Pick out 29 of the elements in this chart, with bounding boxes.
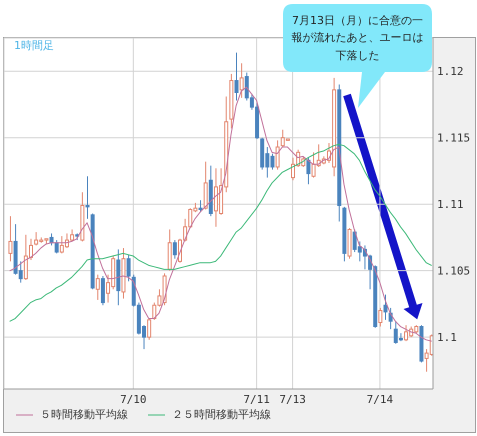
candlestick xyxy=(234,52,238,101)
x-tick-label: 7/10 xyxy=(120,392,147,406)
y-tick-label: 1.11 xyxy=(437,198,464,212)
candlestick xyxy=(50,232,54,246)
candlestick xyxy=(383,294,388,320)
x-tick-label: 7/11 xyxy=(243,392,270,406)
y-tick-label: 1.1 xyxy=(437,331,457,344)
legend-label: ５時間移動平均線 xyxy=(40,408,128,421)
candlestick xyxy=(147,318,152,340)
x-tick-label: 7/14 xyxy=(366,392,394,406)
candlestick xyxy=(198,200,203,213)
x-tick-label: 7/13 xyxy=(279,392,306,406)
candlestick xyxy=(100,275,105,306)
candlestick xyxy=(96,274,100,300)
candlestick xyxy=(172,240,177,260)
candlestick xyxy=(126,254,131,282)
y-tick-label: 1.12 xyxy=(437,65,464,78)
candlestick xyxy=(306,157,310,185)
candlestick xyxy=(86,176,90,220)
chart-title: 1時間足 xyxy=(14,39,54,52)
candlestick xyxy=(276,140,280,170)
y-tick-label: 1.105 xyxy=(437,264,470,278)
candlestick xyxy=(378,307,382,328)
candlestick xyxy=(240,62,244,98)
legend-label: ２５時間移動平均線 xyxy=(172,408,271,421)
annotation: 7月13日（月）に合意の一報が流れたあと、ユーロは下落した xyxy=(292,14,424,62)
y-tick-label: 1.115 xyxy=(437,132,470,145)
candlestick xyxy=(8,216,12,262)
line-series xyxy=(10,144,432,322)
